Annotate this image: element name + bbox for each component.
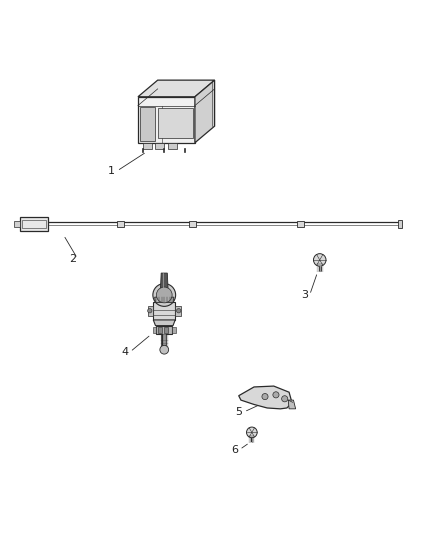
Circle shape	[148, 309, 152, 313]
Polygon shape	[155, 297, 174, 302]
Polygon shape	[160, 273, 168, 292]
Text: 2: 2	[69, 254, 76, 264]
Circle shape	[282, 395, 288, 402]
Polygon shape	[138, 97, 195, 143]
Polygon shape	[175, 306, 181, 316]
Circle shape	[177, 309, 181, 313]
Polygon shape	[138, 80, 215, 97]
Polygon shape	[148, 306, 153, 316]
Circle shape	[156, 287, 172, 303]
Polygon shape	[155, 143, 164, 149]
Circle shape	[262, 393, 268, 400]
Polygon shape	[288, 400, 296, 409]
Text: 5: 5	[235, 407, 242, 417]
Polygon shape	[20, 217, 48, 231]
Polygon shape	[153, 302, 175, 320]
Polygon shape	[153, 320, 175, 326]
Circle shape	[273, 392, 279, 398]
Polygon shape	[143, 143, 152, 149]
Polygon shape	[297, 221, 304, 227]
Circle shape	[247, 427, 257, 438]
Text: 4: 4	[121, 347, 128, 357]
Circle shape	[314, 254, 326, 266]
Polygon shape	[153, 327, 156, 333]
Polygon shape	[164, 327, 168, 333]
Polygon shape	[398, 220, 402, 228]
Polygon shape	[158, 108, 193, 139]
Circle shape	[153, 284, 176, 306]
Text: 1: 1	[108, 166, 115, 176]
Polygon shape	[168, 143, 177, 149]
Polygon shape	[172, 327, 176, 333]
Polygon shape	[189, 221, 196, 227]
Text: 6: 6	[231, 445, 238, 455]
Text: 3: 3	[301, 290, 308, 300]
Polygon shape	[158, 327, 162, 333]
Polygon shape	[140, 107, 155, 141]
Polygon shape	[239, 386, 293, 409]
Polygon shape	[156, 326, 172, 334]
Polygon shape	[117, 221, 124, 227]
Circle shape	[160, 345, 169, 354]
Polygon shape	[195, 80, 215, 143]
Polygon shape	[14, 221, 20, 227]
